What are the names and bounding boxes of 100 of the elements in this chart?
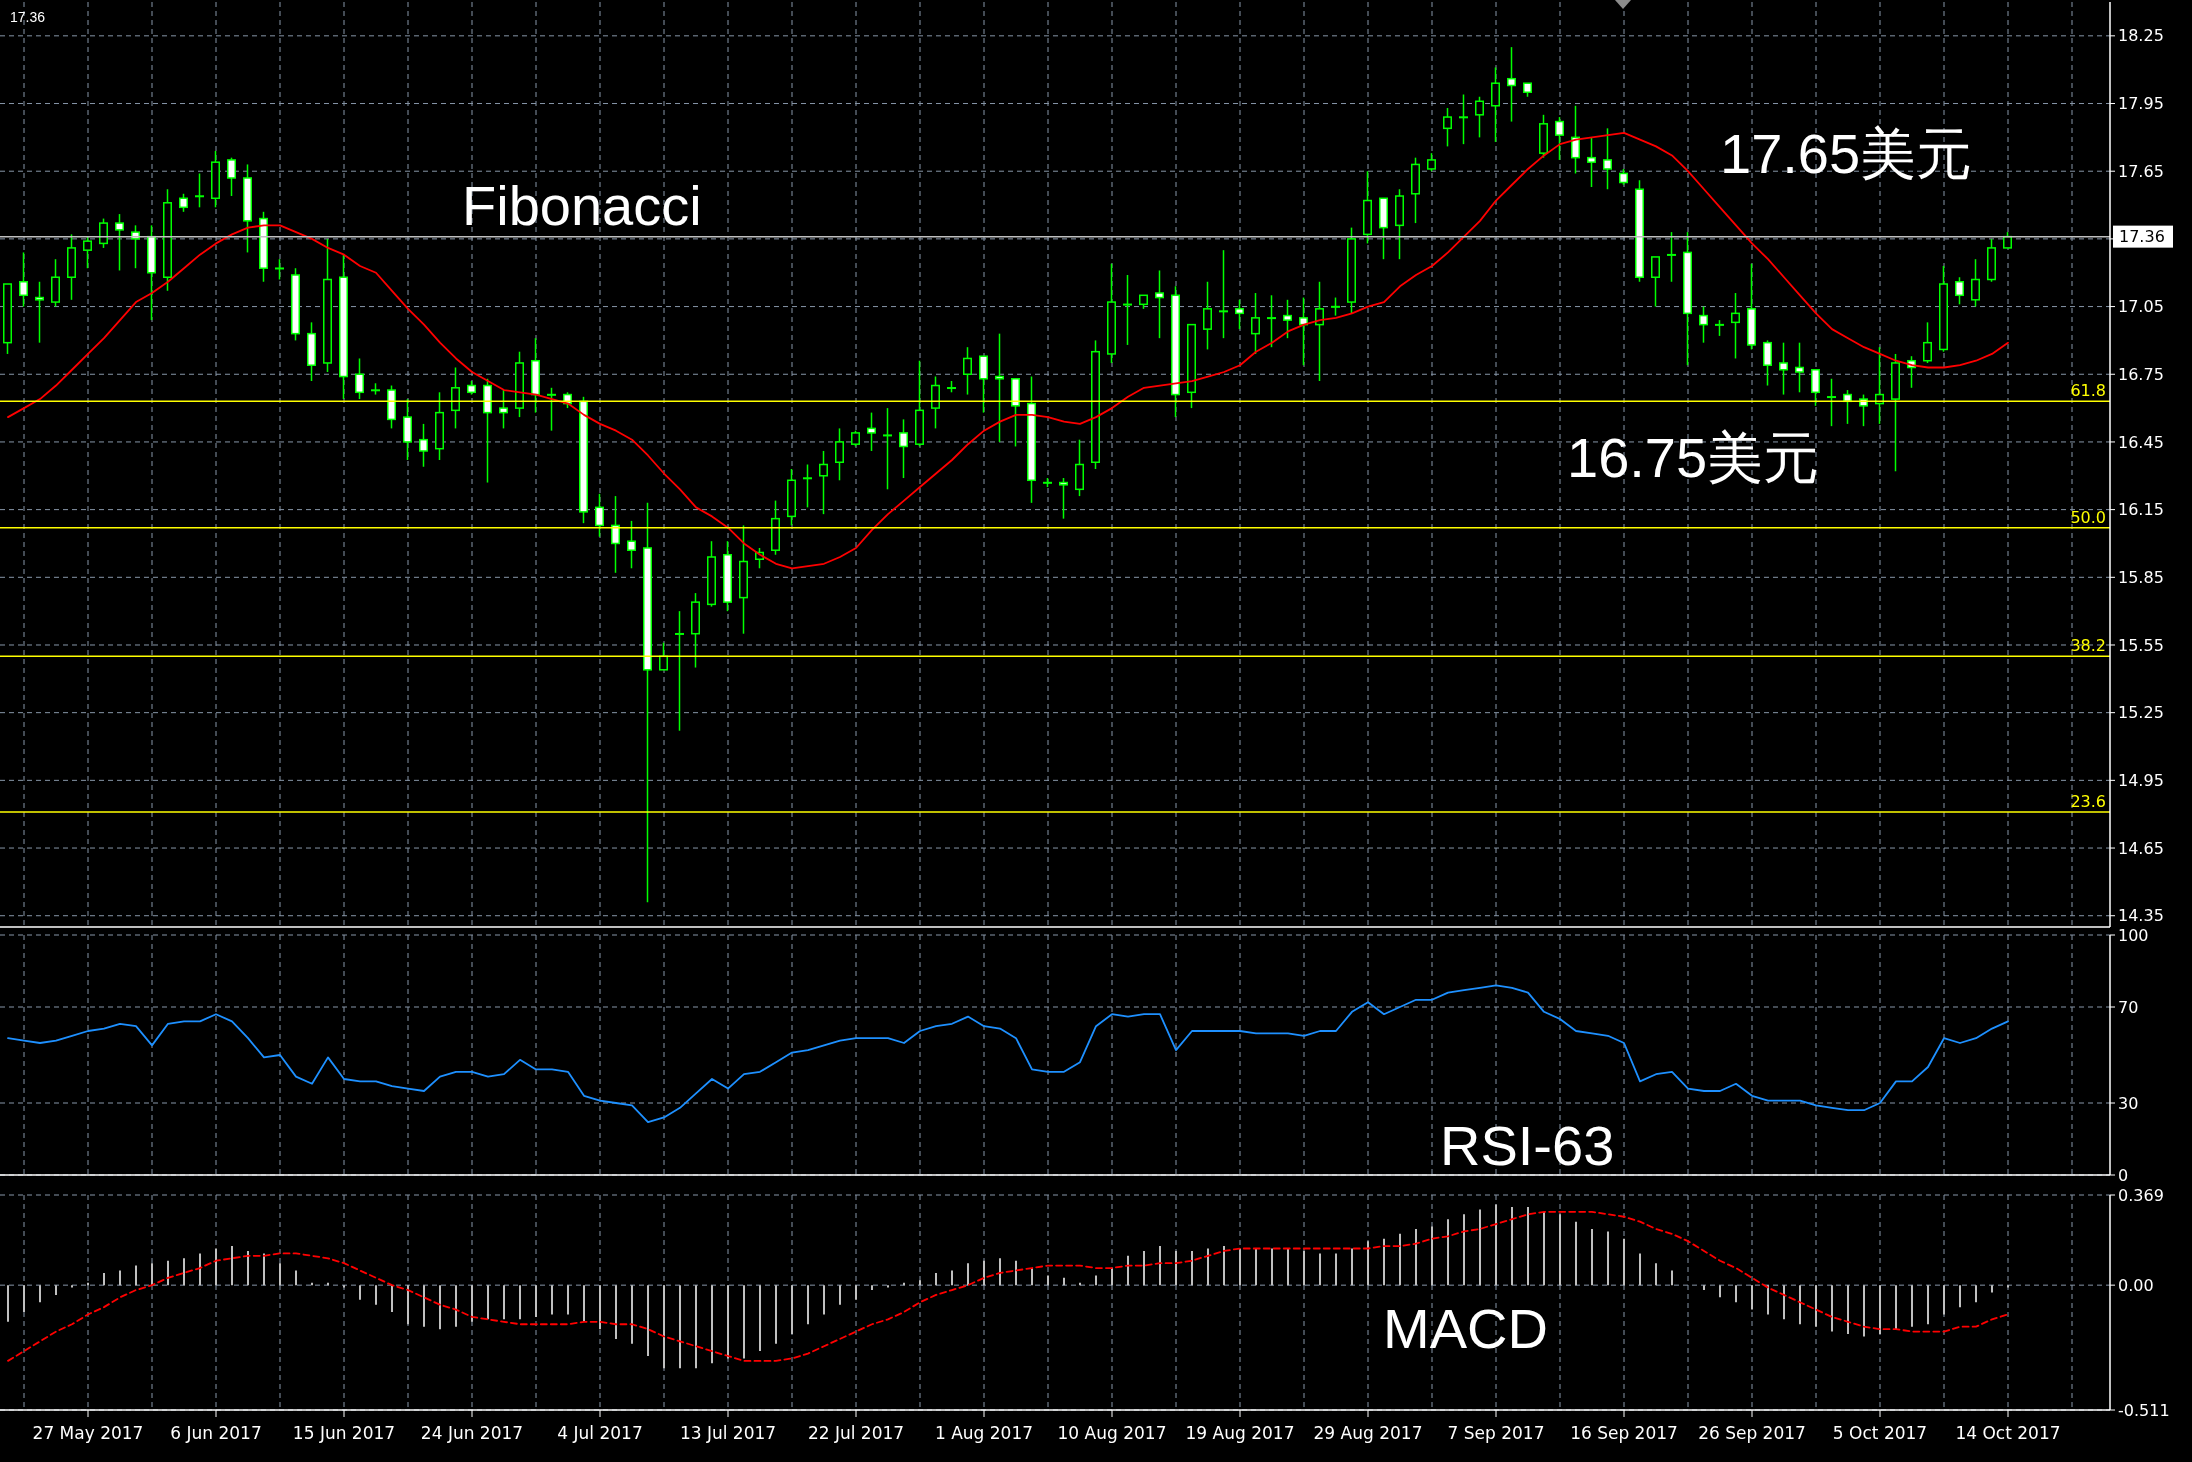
bar <box>1479 1209 1481 1286</box>
bar <box>1239 1248 1241 1286</box>
bar <box>1335 1253 1337 1286</box>
bar <box>135 1265 137 1286</box>
bar <box>1063 1277 1065 1286</box>
candlestick <box>867 411 876 452</box>
candlestick <box>627 520 636 570</box>
x-tick-label: 26 Sep 2017 <box>1698 1422 1806 1443</box>
candlestick <box>1507 46 1516 123</box>
bar <box>1927 1285 1929 1325</box>
bar <box>695 1285 697 1369</box>
bar <box>215 1248 217 1286</box>
candlestick <box>931 375 940 430</box>
y-tick-label: 0 <box>2118 1165 2129 1185</box>
bar <box>1031 1268 1033 1286</box>
annotation: 16.75美元 <box>1567 426 1820 489</box>
y-tick-label: 70 <box>2118 997 2139 1017</box>
candlestick <box>995 332 1004 443</box>
bar <box>1559 1214 1561 1286</box>
bar <box>663 1285 665 1369</box>
bar <box>1463 1214 1465 1286</box>
candlestick <box>1283 299 1292 339</box>
bar <box>1591 1228 1593 1286</box>
bar <box>871 1285 873 1291</box>
candlestick <box>835 427 844 482</box>
candlestick <box>275 258 284 281</box>
bar <box>263 1253 265 1286</box>
candlestick <box>1555 116 1564 161</box>
bar <box>1367 1241 1369 1286</box>
bar <box>1319 1253 1321 1286</box>
bar <box>439 1285 441 1330</box>
annotation: 50.0 <box>2070 507 2106 527</box>
bar <box>247 1250 249 1286</box>
bar <box>423 1285 425 1327</box>
x-tick-label: 10 Aug 2017 <box>1057 1422 1167 1443</box>
annotation: 38.2 <box>2070 636 2106 656</box>
bar <box>471 1285 473 1322</box>
y-tick-label: 16.75 <box>2118 364 2164 384</box>
bar <box>1799 1285 1801 1325</box>
bar <box>887 1285 889 1288</box>
bar <box>2007 1285 2009 1288</box>
candlestick <box>1251 292 1260 355</box>
bar <box>1703 1285 1705 1291</box>
candlestick <box>19 251 28 308</box>
bar <box>1127 1255 1129 1286</box>
bar <box>455 1285 457 1327</box>
y-tick-label: 14.95 <box>2118 770 2164 790</box>
x-tick-label: 14 Oct 2017 <box>1955 1422 2061 1443</box>
candlestick <box>1923 321 1932 364</box>
candlestick <box>1267 294 1276 348</box>
bar <box>199 1253 201 1286</box>
y-tick-label: 16.15 <box>2118 500 2164 520</box>
bar <box>295 1270 297 1286</box>
bar <box>1847 1285 1849 1335</box>
y-tick-label: 0.00 <box>2118 1275 2154 1295</box>
bar <box>791 1285 793 1335</box>
candlestick <box>675 610 684 732</box>
candlestick <box>963 346 972 396</box>
bar <box>1879 1285 1881 1335</box>
bar <box>823 1285 825 1315</box>
bar <box>1543 1211 1545 1286</box>
x-tick-label: 6 Jun 2017 <box>170 1422 262 1443</box>
bar <box>1383 1238 1385 1286</box>
candlestick <box>1651 256 1660 308</box>
bar <box>711 1285 713 1364</box>
candlestick <box>1459 93 1468 145</box>
candlestick <box>499 389 508 430</box>
annotation: 23.6 <box>2070 791 2106 811</box>
x-tick-label: 1 Aug 2017 <box>934 1422 1034 1443</box>
bar <box>583 1285 585 1322</box>
bar <box>1447 1219 1449 1286</box>
bar <box>919 1280 921 1286</box>
bar <box>1159 1246 1161 1286</box>
bar <box>1639 1253 1641 1286</box>
annotation: 17.65美元 <box>1720 122 1973 185</box>
candlestick <box>979 355 988 414</box>
bar <box>567 1285 569 1315</box>
bar <box>1831 1285 1833 1332</box>
bar <box>519 1285 521 1320</box>
bar <box>1767 1285 1769 1315</box>
bar <box>359 1285 361 1300</box>
candlestick <box>1667 231 1676 283</box>
candlestick <box>99 217 108 249</box>
bar <box>1207 1248 1209 1286</box>
bar <box>1111 1268 1113 1286</box>
line-series <box>7 984 2009 1124</box>
bar <box>1607 1231 1609 1286</box>
x-tick-label: 22 Jul 2017 <box>807 1422 905 1443</box>
bar <box>1415 1228 1417 1286</box>
candlestick <box>227 156 236 197</box>
bar <box>39 1285 41 1303</box>
bar <box>1975 1285 1977 1303</box>
x-tick-label: 4 Jul 2017 <box>557 1422 643 1443</box>
bar <box>55 1285 57 1295</box>
candlestick <box>1699 305 1708 344</box>
y-tick-label: 14.35 <box>2118 906 2164 926</box>
line-series <box>7 1210 2009 1362</box>
bar <box>391 1285 393 1313</box>
y-tick-label: 30 <box>2118 1093 2139 1113</box>
candlestick <box>883 407 892 491</box>
